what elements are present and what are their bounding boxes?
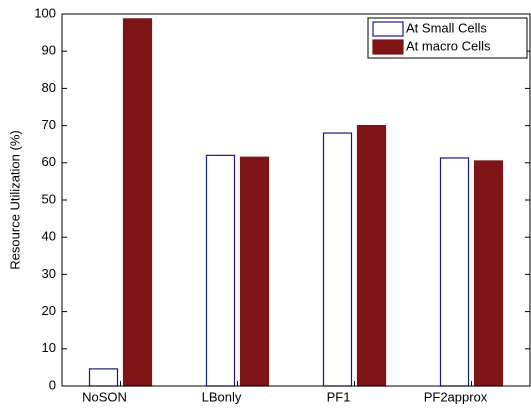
y-axis-label: Resource Utilization (%): [7, 130, 22, 269]
y-tick-label: 60: [42, 154, 56, 169]
bar: [122, 18, 153, 387]
y-tick-label: 50: [42, 191, 56, 206]
bar: [88, 368, 119, 387]
y-tick-label: 70: [42, 117, 56, 132]
x-tick-label: NoSON: [82, 389, 127, 404]
bar: [205, 154, 236, 387]
bar: [356, 124, 387, 387]
bar: [239, 156, 270, 387]
y-tick-label: 90: [42, 43, 56, 58]
plot-frame: [61, 13, 531, 387]
y-tick-label: 100: [34, 5, 56, 20]
bar: [322, 132, 353, 387]
y-tick-label: 0: [49, 377, 56, 392]
x-tick-label: PF2approx: [424, 389, 488, 404]
legend-label: At macro Cells: [406, 38, 491, 53]
y-tick-label: 20: [42, 303, 56, 318]
x-tick-label: PF1: [327, 389, 351, 404]
y-tick-label: 30: [42, 266, 56, 281]
bar: [439, 157, 470, 387]
legend-swatch: [372, 21, 404, 37]
y-tick-label: 10: [42, 340, 56, 355]
legend-swatch: [372, 39, 404, 55]
bar: [473, 160, 504, 387]
y-tick-label: 40: [42, 229, 56, 244]
x-tick-label: LBonly: [202, 389, 242, 404]
y-tick-label: 80: [42, 80, 56, 95]
legend-label: At Small Cells: [406, 20, 487, 35]
